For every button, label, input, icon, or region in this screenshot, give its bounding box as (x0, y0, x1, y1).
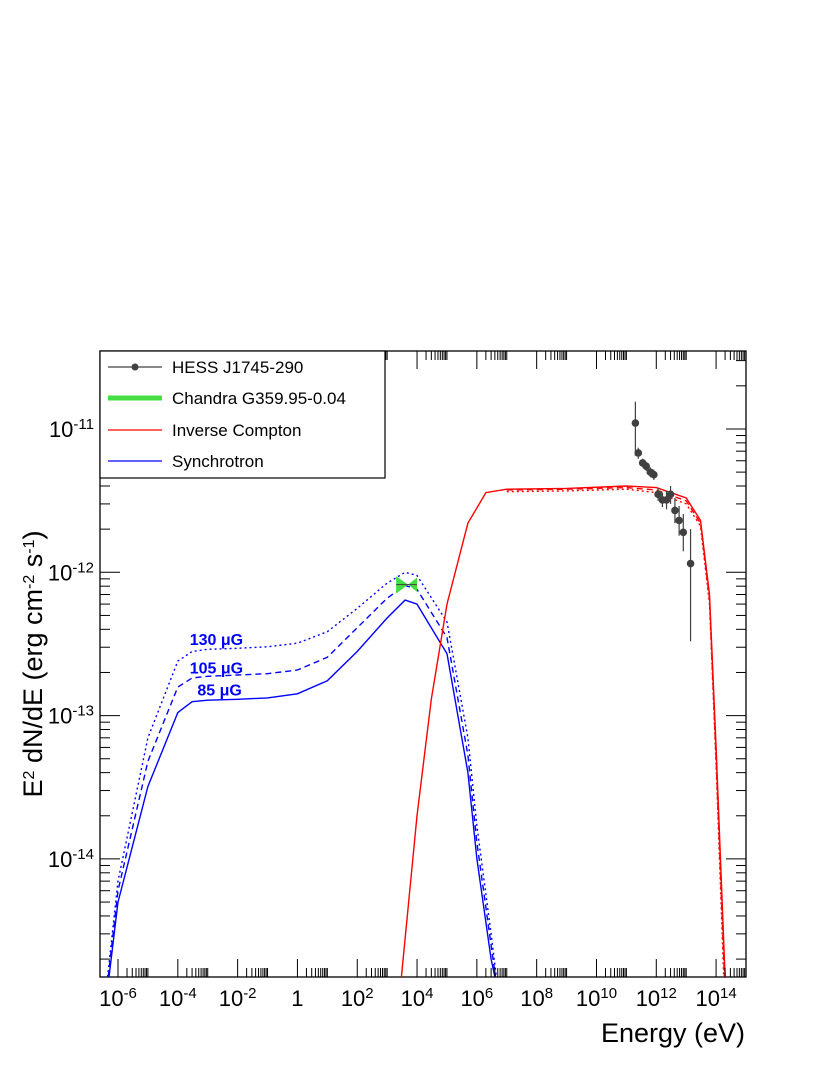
x-tick-label: 104 (401, 985, 434, 1012)
x-tick-label: 1014 (696, 985, 737, 1012)
hess-point (650, 470, 658, 479)
hess-point (671, 506, 679, 515)
synchrotron-curve-solid (108, 599, 496, 977)
legend-box (99, 350, 386, 479)
x-tick-label: 1010 (576, 985, 617, 1012)
x-axis-title: Energy (eV) (601, 1018, 745, 1048)
inverse-compton-curve-dotted (506, 488, 725, 977)
legend-label-hess: HESS J1745-290 (172, 358, 303, 377)
x-tick-label: 102 (341, 985, 374, 1012)
hess-point (654, 490, 662, 499)
hess-point (666, 490, 675, 499)
x-tick-label: 108 (520, 985, 553, 1012)
x-tick-label: 106 (460, 985, 493, 1012)
annotations-group: 130 μG 105 μG 85 μG (190, 632, 243, 699)
inverse-compton-curve-dashed (506, 486, 726, 977)
hess-point (642, 462, 651, 470)
hess-point (675, 516, 683, 525)
legend-marker-hess (131, 363, 139, 371)
x-tick-label: 10-2 (219, 985, 257, 1012)
y-tick-label: 10-12 (48, 559, 94, 586)
legend-label-chandra: Chandra G359.95-0.04 (172, 389, 346, 408)
x-tick-label: 1 (291, 986, 303, 1011)
legend-label-ic: Inverse Compton (172, 421, 301, 440)
hess-point (634, 449, 643, 457)
field-strength-label: 130 μG (190, 632, 243, 649)
x-tick-label: 10-4 (159, 985, 197, 1012)
synchrotron-curve-dashed (107, 584, 497, 977)
hess-point (679, 528, 688, 537)
y-tick-label: 10-11 (49, 415, 94, 442)
legend-label-sync: Synchrotron (172, 452, 264, 471)
field-strength-label: 85 μG (197, 683, 241, 700)
x-tick-label: 10-6 (99, 985, 137, 1012)
x-tick-label: 1012 (636, 985, 677, 1012)
hess-point (686, 559, 695, 568)
hess-point (631, 419, 640, 427)
legend: HESS J1745-290 Chandra G359.95-0.04 Inve… (99, 350, 386, 479)
plot-frame (99, 350, 747, 978)
y-axis-title: E2 dN/dE (erg cm-2 s-1) (18, 531, 48, 798)
y-tick-label: 10-14 (48, 845, 94, 872)
tick-labels-group: 10-6 10-4 10-2 1 102 104 106 108 1010 1012 1014 10-… (48, 415, 737, 1011)
inverse-compton-curve-solid (400, 485, 726, 977)
synchrotron-curve-dotted (106, 571, 498, 977)
field-strength-label: 105 μG (190, 660, 243, 677)
curves-group (106, 485, 726, 977)
hess-point (662, 496, 671, 504)
y-tick-label: 10-13 (48, 702, 94, 729)
markers-group (396, 401, 695, 642)
